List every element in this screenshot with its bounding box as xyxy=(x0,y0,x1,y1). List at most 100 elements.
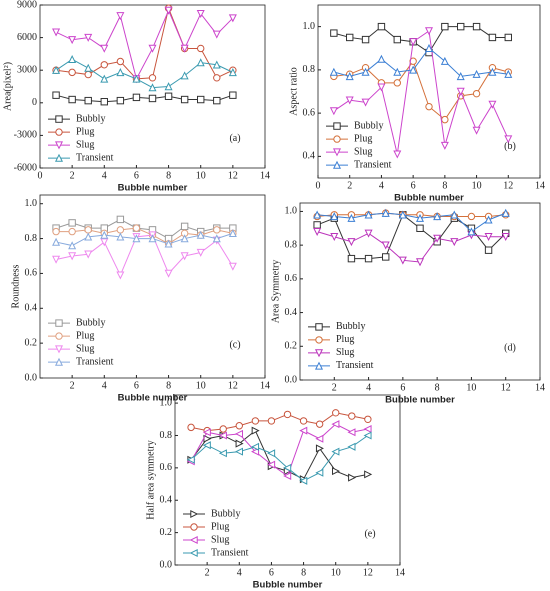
annotation: (a) xyxy=(229,133,240,144)
marker xyxy=(364,415,372,423)
marker xyxy=(213,226,221,234)
marker xyxy=(415,213,425,222)
marker xyxy=(416,224,424,232)
marker xyxy=(180,71,189,80)
marker xyxy=(68,36,77,45)
marker xyxy=(196,248,205,257)
marker xyxy=(132,93,141,102)
plot-frame xyxy=(39,194,266,379)
legend-label: Plug xyxy=(76,126,94,137)
y-tick-label: 0.8 xyxy=(303,64,316,75)
marker xyxy=(100,98,108,106)
marker xyxy=(393,35,401,44)
legend-label: Bubbly xyxy=(354,120,383,131)
marker xyxy=(229,91,237,99)
annotation: (e) xyxy=(364,529,375,540)
marker xyxy=(164,239,173,248)
y-tick-label: 0.2 xyxy=(25,337,38,348)
marker xyxy=(409,65,418,74)
marker xyxy=(347,213,356,222)
series-line xyxy=(55,94,234,103)
legend-label: Plug xyxy=(211,521,229,532)
y-tick-label: 1.0 xyxy=(160,397,173,408)
legend-label: Bubbly xyxy=(211,508,240,519)
series-line xyxy=(190,429,368,480)
marker xyxy=(330,29,338,37)
marker xyxy=(116,96,125,105)
marker xyxy=(315,468,324,477)
legend-label: Slug xyxy=(336,347,354,358)
marker xyxy=(116,12,125,21)
legend-marker xyxy=(54,345,64,354)
marker xyxy=(361,98,370,107)
x-axis-label: Bubble number xyxy=(385,395,455,406)
marker xyxy=(180,222,189,231)
marker xyxy=(347,254,356,263)
marker xyxy=(330,233,339,242)
marker xyxy=(212,60,221,69)
x-axis-label: Bubble number xyxy=(394,193,464,204)
marker xyxy=(433,234,442,243)
marker xyxy=(450,238,459,247)
x-tick-label: 10 xyxy=(196,170,206,181)
x-tick-label: 4 xyxy=(379,180,384,191)
marker xyxy=(68,227,76,236)
marker xyxy=(235,439,244,448)
legend-label: Bubbly xyxy=(76,317,105,328)
marker xyxy=(456,72,465,81)
x-tick-label: 8 xyxy=(301,567,306,578)
y-tick-label: 0.0 xyxy=(160,559,173,570)
legend-marker xyxy=(332,148,342,157)
marker xyxy=(488,67,497,76)
marker xyxy=(228,262,237,271)
marker xyxy=(283,471,292,480)
marker xyxy=(330,212,339,221)
marker xyxy=(393,79,401,87)
marker xyxy=(212,30,221,39)
marker xyxy=(68,68,76,77)
x-tick-label: 14 xyxy=(395,567,405,578)
y-tick-label: -3000 xyxy=(14,130,37,141)
marker xyxy=(180,252,189,261)
marker xyxy=(472,69,481,78)
marker xyxy=(235,422,243,430)
marker xyxy=(332,409,340,417)
marker xyxy=(52,28,61,37)
marker xyxy=(424,27,434,36)
marker xyxy=(472,89,481,98)
legend-marker xyxy=(55,319,63,327)
y-tick-label: 0.4 xyxy=(25,303,38,314)
marker xyxy=(283,463,292,472)
x-tick-label: 12 xyxy=(228,170,238,181)
marker xyxy=(315,434,324,443)
legend-label: Slug xyxy=(211,534,229,545)
marker xyxy=(267,460,276,469)
marker xyxy=(347,238,356,247)
y-axis-label: Half area symmetry xyxy=(145,440,156,519)
x-tick-label: 8 xyxy=(166,170,171,181)
marker xyxy=(433,212,442,221)
x-tick-label: 2 xyxy=(347,180,352,191)
marker xyxy=(197,44,205,53)
x-tick-label: 10 xyxy=(331,567,341,578)
legend-label: Plug xyxy=(336,334,354,345)
marker xyxy=(313,210,322,219)
marker xyxy=(347,442,356,451)
x-tick-label: 0 xyxy=(38,170,43,181)
marker xyxy=(393,67,402,76)
marker xyxy=(377,54,386,63)
x-tick-label: 8 xyxy=(435,382,440,393)
y-axis-label: Area Symmetry xyxy=(270,260,281,324)
x-tick-label: 12 xyxy=(501,382,511,393)
marker xyxy=(202,428,211,437)
marker xyxy=(100,74,109,83)
marker xyxy=(363,424,372,434)
marker xyxy=(228,229,237,238)
annotation: (d) xyxy=(504,342,516,353)
legend-marker xyxy=(54,141,64,150)
marker xyxy=(409,38,418,47)
marker xyxy=(364,229,373,238)
x-tick-label: 6 xyxy=(134,170,139,181)
marker xyxy=(84,232,93,241)
